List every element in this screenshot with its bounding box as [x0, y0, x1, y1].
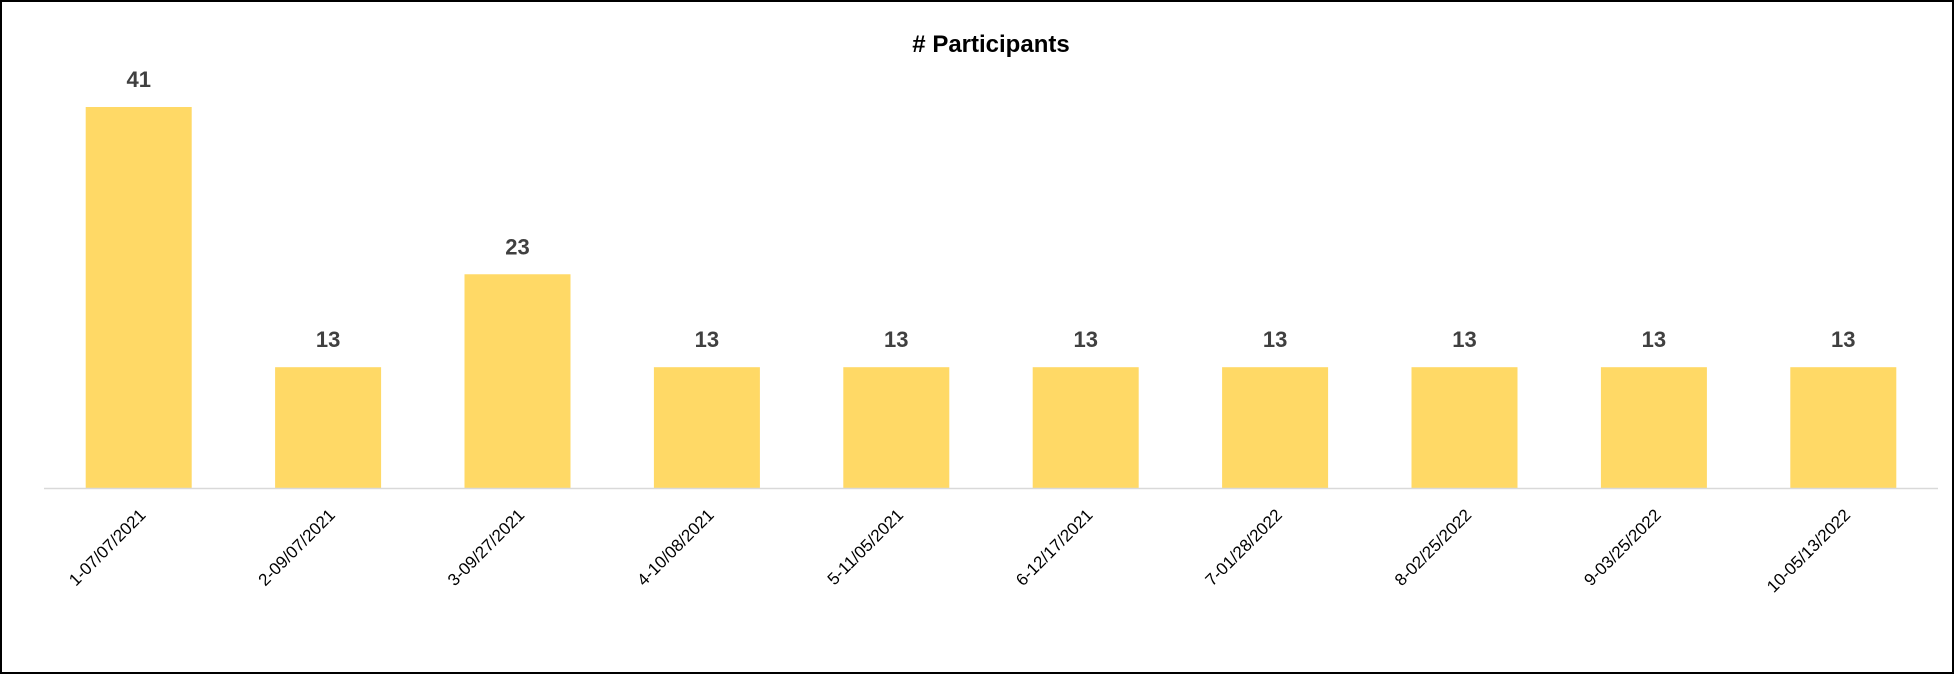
data-label-5: 13: [884, 327, 908, 352]
x-tick-label-10: 10-05/13/2022: [1763, 505, 1854, 596]
x-tick-label-8: 8-02/25/2022: [1391, 505, 1475, 589]
bar-2: [275, 367, 382, 488]
x-tick-label-3: 3-09/27/2021: [444, 505, 528, 589]
x-tick-labels-group: 1-07/07/2021 2-09/07/2021 3-09/27/2021 4-10…: [65, 505, 1854, 596]
bar-8: [1411, 367, 1518, 488]
bar-7: [1222, 367, 1329, 488]
bar-3: [464, 274, 571, 488]
x-tick-label-4: 4-10/08/2021: [633, 505, 717, 589]
bar-10: [1790, 367, 1897, 488]
bar-6: [1032, 367, 1139, 488]
data-label-9: 13: [1642, 327, 1666, 352]
bar-1: [85, 107, 192, 488]
bars-group: [85, 107, 1897, 488]
data-label-4: 13: [695, 327, 719, 352]
bar-9: [1600, 367, 1707, 488]
data-label-10: 13: [1831, 327, 1855, 352]
data-label-1: 41: [126, 67, 150, 92]
x-tick-label-7: 7-01/28/2022: [1202, 505, 1286, 589]
data-label-3: 23: [505, 234, 529, 259]
data-label-7: 13: [1263, 327, 1287, 352]
data-label-6: 13: [1073, 327, 1097, 352]
data-label-8: 13: [1452, 327, 1476, 352]
data-label-2: 13: [316, 327, 340, 352]
x-tick-label-2: 2-09/07/2021: [255, 505, 339, 589]
x-tick-label-9: 9-03/25/2022: [1580, 505, 1664, 589]
bar-5: [843, 367, 950, 488]
x-tick-label-1: 1-07/07/2021: [65, 505, 149, 589]
bar-4: [653, 367, 760, 488]
x-tick-label-5: 5-11/05/2021: [824, 505, 907, 588]
chart-title: # Participants: [912, 31, 1069, 58]
data-labels-group: 41 13 23 13 13 13 13 13 13 13: [126, 67, 1855, 352]
x-tick-label-6: 6-12/17/2021: [1012, 505, 1096, 589]
